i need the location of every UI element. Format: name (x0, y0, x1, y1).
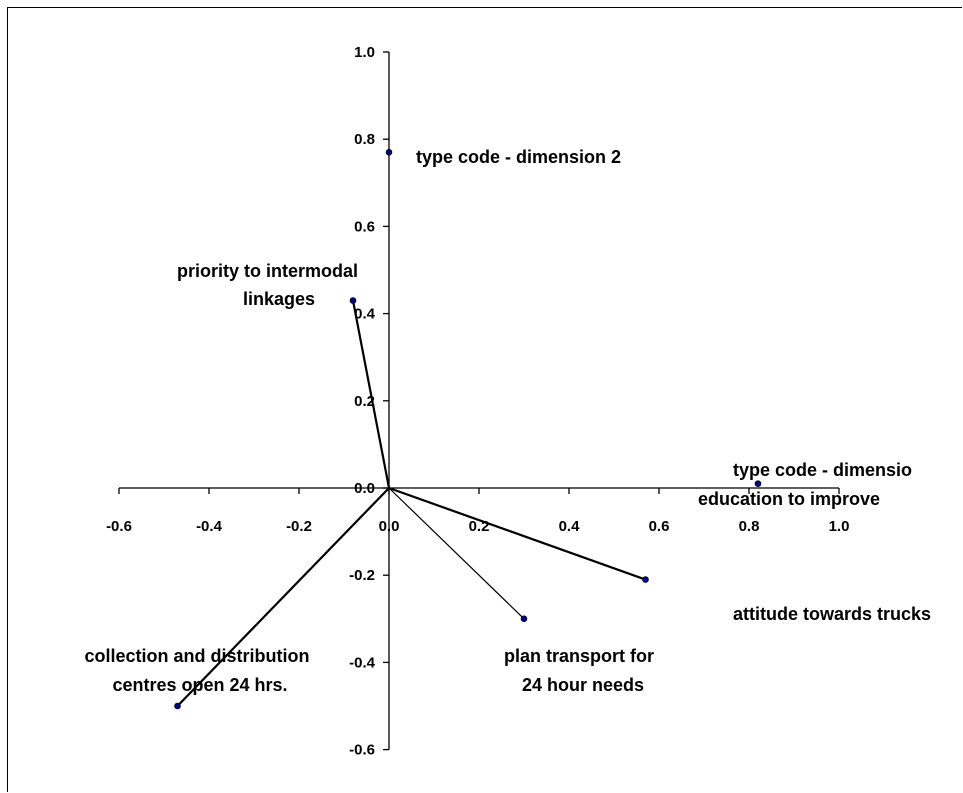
data-point (385, 148, 393, 156)
y-tick-label: 0.2 (354, 393, 375, 410)
label-plan-line2: 24 hour needs (522, 675, 644, 695)
vector-line (388, 486, 646, 581)
data-point (174, 702, 181, 710)
label-dim1: type code - dimensio (733, 460, 912, 480)
label-intermodal-line2: linkages (243, 289, 315, 309)
label-intermodal-line1: priority to intermodal (177, 261, 358, 281)
label-education-line1: education to improve (698, 489, 880, 509)
data-point (754, 480, 762, 487)
label-dim2: type code - dimension 2 (416, 147, 621, 167)
x-tick-label: 1.0 (829, 518, 850, 535)
data-point (349, 297, 357, 304)
vector-line (176, 487, 390, 707)
data-points (174, 148, 762, 710)
vector-lines (176, 300, 646, 707)
chart-frame (7, 7, 962, 792)
y-tick-label: 0.4 (354, 306, 376, 323)
x-tick-label: 0.6 (649, 518, 670, 535)
y-tick-label: 0.6 (354, 218, 375, 235)
vector-line (351, 300, 391, 489)
x-tick-label: -0.2 (286, 518, 312, 535)
axes (118, 51, 840, 751)
y-tick-label: -0.4 (349, 654, 376, 671)
point-labels: type code - dimension 2 type code - dime… (85, 147, 932, 695)
y-tick-label: -0.6 (349, 742, 375, 759)
x-tick-label: 0.4 (559, 518, 581, 535)
x-tick-label: 0.0 (379, 518, 400, 535)
x-tick-label: -0.6 (106, 518, 132, 535)
y-tick-label: 1.0 (354, 44, 375, 61)
data-point (642, 576, 649, 583)
vector-line (388, 487, 525, 620)
label-collection-line1: collection and distribution (85, 646, 310, 666)
data-point (520, 615, 528, 623)
label-plan-line1: plan transport for (504, 646, 654, 666)
y-tick-label: 0.0 (354, 480, 375, 497)
y-tick-label: -0.2 (349, 567, 375, 584)
x-tick-label: 0.8 (739, 518, 760, 535)
tick-labels: -0.6 -0.4 -0.2 0.0 0.2 0.4 0.6 0.8 1.0 -0.6 -0.4 -0… (106, 44, 849, 759)
x-tick-label: -0.4 (196, 518, 223, 535)
label-collection-line2: centres open 24 hrs. (112, 675, 287, 695)
y-tick-label: 0.8 (354, 131, 375, 148)
label-education-line2-visible: attitude towards trucks (733, 604, 931, 624)
